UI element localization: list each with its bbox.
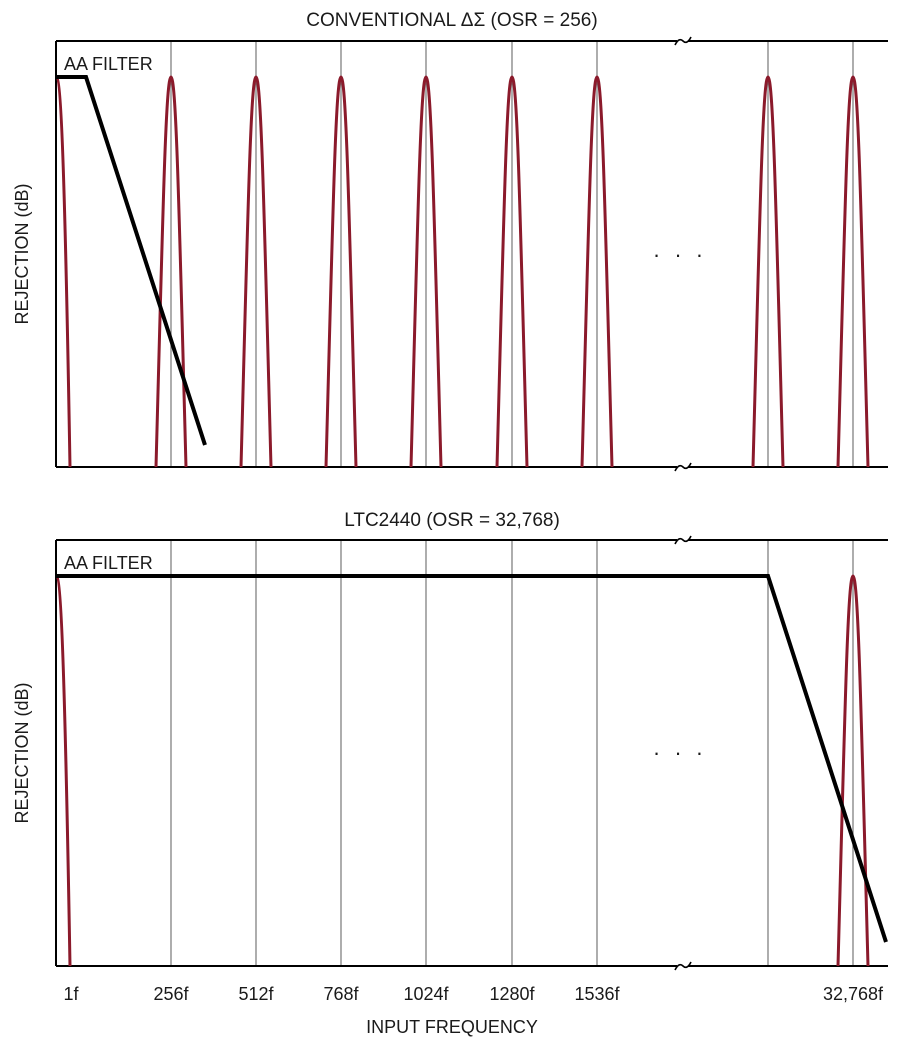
top-aa-filter-curve (56, 75, 207, 446)
bottom-gridlines (170, 540, 854, 966)
top-aa-filter-label: AA FILTER (64, 54, 153, 74)
top-notch-1 (154, 75, 188, 468)
x-tick-label-4: 1024f (403, 984, 449, 1004)
top-notch-2 (239, 75, 273, 468)
bottom-ellipsis: · · · (653, 740, 707, 765)
top-notch-3 (324, 75, 358, 468)
top-axis-break-upper (674, 36, 692, 46)
bottom-notch-0 (55, 574, 72, 967)
x-tick-label-2: 512f (238, 984, 274, 1004)
bottom-x-tick-labels: 1f 256f 512f 768f 1024f 1280f 1536f 32,768f (63, 984, 884, 1004)
bottom-axis-break-upper (674, 535, 692, 545)
top-aa-label-bg (60, 49, 164, 73)
x-tick-label-7: 32,768f (823, 984, 884, 1004)
x-tick-label-6: 1536f (574, 984, 620, 1004)
top-y-axis-label: REJECTION (dB) (12, 183, 32, 324)
top-notch-7 (751, 75, 785, 468)
top-notch-5 (495, 75, 529, 468)
top-notch-series (55, 75, 870, 468)
x-tick-label-3: 768f (323, 984, 359, 1004)
bottom-y-axis-label: REJECTION (dB) (12, 682, 32, 823)
top-notch-8 (836, 75, 870, 468)
bottom-axis-break-lower (674, 961, 692, 971)
bottom-title: LTC2440 (OSR = 32,768) (344, 510, 560, 531)
top-gridlines (170, 41, 854, 467)
top-panel: CONVENTIONAL ΔΣ (OSR = 256) REJECTION (d… (12, 10, 888, 472)
top-ellipsis: · · · (653, 242, 707, 267)
top-notch-6 (580, 75, 614, 468)
bottom-notch-series (55, 574, 870, 967)
top-notch-4 (409, 75, 443, 468)
bottom-panel: LTC2440 (OSR = 32,768) REJECTION (dB) AA… (12, 510, 888, 1037)
x-tick-label-0: 1f (63, 984, 79, 1004)
bottom-aa-filter-curve (56, 574, 888, 943)
top-axis-break-lower (674, 462, 692, 472)
x-tick-label-5: 1280f (489, 984, 535, 1004)
top-notch-0 (55, 75, 72, 468)
x-tick-label-1: 256f (153, 984, 189, 1004)
bottom-aa-label-bg (60, 548, 164, 572)
top-title: CONVENTIONAL ΔΣ (OSR = 256) (306, 10, 597, 31)
bottom-notch-1 (836, 574, 870, 967)
bottom-x-axis-label: INPUT FREQUENCY (366, 1017, 538, 1037)
bottom-aa-filter-label: AA FILTER (64, 553, 153, 573)
